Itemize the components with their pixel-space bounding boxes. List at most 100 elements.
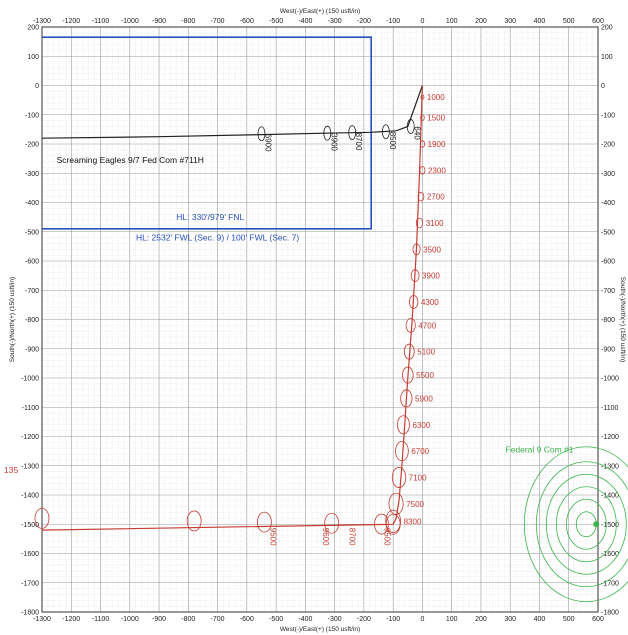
survey-marker bbox=[400, 389, 413, 408]
y-tick-label-right: -800 bbox=[601, 317, 615, 324]
md-label: 9600 bbox=[321, 528, 330, 546]
y-tick-label-left: -400 bbox=[25, 200, 39, 207]
x-tick-label-top: -600 bbox=[240, 18, 254, 25]
y-tick-label-left: -800 bbox=[25, 317, 39, 324]
x-tick-label-bottom: -100 bbox=[386, 616, 400, 623]
y-tick-label-right: -1400 bbox=[601, 493, 619, 500]
x-tick-label-bottom: 400 bbox=[534, 616, 546, 623]
y-tick-label-right: -900 bbox=[601, 346, 615, 353]
x-tick-label-bottom: 200 bbox=[475, 616, 487, 623]
x-tick-label-bottom: -900 bbox=[152, 616, 166, 623]
x-tick-label-top: -1300 bbox=[33, 18, 51, 25]
md-label: 9500 bbox=[382, 528, 391, 546]
x-tick-label-bottom: -1300 bbox=[33, 616, 51, 623]
survey-marker bbox=[406, 119, 415, 134]
survey-marker bbox=[391, 466, 407, 488]
md-label: 640 bbox=[413, 126, 422, 140]
x-tick-label-bottom: 600 bbox=[592, 616, 604, 623]
y-tick-label-right: -500 bbox=[601, 229, 615, 236]
y-tick-label-right: 100 bbox=[601, 54, 613, 61]
survey-markers: 6900 3900 8700 8500 640 1000 1500 1900 2300 2700 3… bbox=[34, 93, 446, 546]
md-label: 1900 bbox=[428, 140, 446, 149]
y-axis-title-right: South(-)/North(+) (150 usft/in) bbox=[619, 277, 626, 362]
y-tick-label-left: -300 bbox=[25, 171, 39, 178]
md-label: 9500 bbox=[268, 528, 277, 546]
survey-marker bbox=[408, 295, 419, 309]
y-tick-label-left: 100 bbox=[27, 54, 39, 61]
survey-marker bbox=[395, 441, 409, 462]
x-tick-label-top: -1100 bbox=[92, 18, 109, 25]
x-tick-label-top: -700 bbox=[211, 18, 225, 25]
x-tick-label-bottom: -400 bbox=[298, 616, 312, 623]
y-tick-label-right: -1500 bbox=[601, 522, 619, 529]
wellbore-paths bbox=[41, 36, 423, 531]
md-label: 8500 bbox=[388, 132, 397, 150]
y-tick-label-left: -1800 bbox=[21, 610, 39, 617]
offset-well bbox=[523, 446, 628, 603]
survey-marker bbox=[419, 166, 426, 175]
series-path-1 bbox=[41, 85, 423, 139]
survey-marker bbox=[257, 126, 266, 142]
tick-labels: -1300-1300-1200-1200-1100-1100-1000-1000… bbox=[21, 18, 619, 623]
y-tick-label-right: -300 bbox=[601, 171, 615, 178]
hl-label-line1: HL: 330'/979' FNL bbox=[176, 212, 244, 222]
y-tick-label-right: -400 bbox=[601, 200, 615, 207]
y-tick-label-right: -1600 bbox=[601, 551, 619, 558]
survey-marker bbox=[385, 509, 402, 533]
md-label: 1000 bbox=[427, 93, 445, 102]
plot-frame bbox=[41, 26, 599, 613]
x-tick-label-top: 200 bbox=[475, 18, 487, 25]
x-tick-label-bottom: -500 bbox=[269, 616, 283, 623]
y-tick-label-left: -1700 bbox=[21, 580, 39, 587]
md-label: 5100 bbox=[417, 348, 435, 357]
md-label: 3900 bbox=[422, 272, 440, 281]
x-tick-label-bottom: -1100 bbox=[92, 616, 109, 623]
y-tick-label-right: -600 bbox=[601, 259, 615, 266]
survey-marker bbox=[324, 512, 340, 534]
y-tick-label-left: -100 bbox=[25, 112, 39, 119]
md-label: 8300 bbox=[404, 517, 422, 526]
x-tick-label-top: -1000 bbox=[121, 18, 139, 25]
survey-marker bbox=[420, 94, 425, 100]
survey-marker bbox=[256, 511, 272, 533]
x-axis-title-top: West(-)/East(+) (150 usft/in) bbox=[280, 8, 360, 15]
x-tick-label-bottom: 500 bbox=[563, 616, 575, 623]
survey-marker bbox=[323, 125, 332, 141]
x-tick-label-top: 300 bbox=[504, 18, 516, 25]
left-marker-label: 135 bbox=[4, 465, 18, 475]
y-tick-label-right: -200 bbox=[601, 142, 615, 149]
x-tick-label-top: -100 bbox=[386, 18, 400, 25]
survey-marker bbox=[415, 217, 424, 229]
x-tick-label-bottom: -700 bbox=[211, 616, 225, 623]
x-tick-label-bottom: -300 bbox=[328, 616, 342, 623]
y-tick-label-left: -500 bbox=[25, 229, 39, 236]
offset-well-point bbox=[593, 521, 600, 528]
md-label: 7100 bbox=[409, 473, 427, 482]
survey-marker bbox=[348, 125, 357, 140]
y-tick-label-right: 0 bbox=[601, 83, 605, 90]
survey-marker bbox=[34, 508, 50, 529]
md-label: 5900 bbox=[415, 394, 433, 403]
md-label: 8700 bbox=[354, 133, 363, 151]
y-tick-label-right: -1300 bbox=[601, 463, 619, 470]
survey-marker bbox=[396, 415, 410, 435]
y-tick-label-left: -1500 bbox=[21, 522, 39, 529]
survey-marker bbox=[410, 269, 420, 282]
x-tick-label-bottom: 0 bbox=[420, 616, 424, 623]
y-tick-label-left: -1400 bbox=[21, 493, 39, 500]
y-tick-label-left: -1600 bbox=[21, 551, 39, 558]
survey-marker bbox=[381, 124, 390, 140]
md-label: 3100 bbox=[426, 219, 444, 228]
md-label: 2700 bbox=[427, 193, 445, 202]
offset-well-name: Federal 9 Com #1 bbox=[505, 445, 573, 455]
md-label: 6900 bbox=[263, 134, 272, 152]
survey-marker bbox=[420, 114, 425, 121]
md-label: 1500 bbox=[427, 114, 445, 123]
y-tick-label-right: 200 bbox=[601, 25, 613, 32]
survey-marker bbox=[388, 492, 404, 515]
md-label: 7500 bbox=[406, 500, 424, 509]
x-tick-label-bottom: 100 bbox=[446, 616, 458, 623]
x-tick-label-top: 600 bbox=[592, 18, 604, 25]
offset-ring bbox=[565, 498, 607, 550]
